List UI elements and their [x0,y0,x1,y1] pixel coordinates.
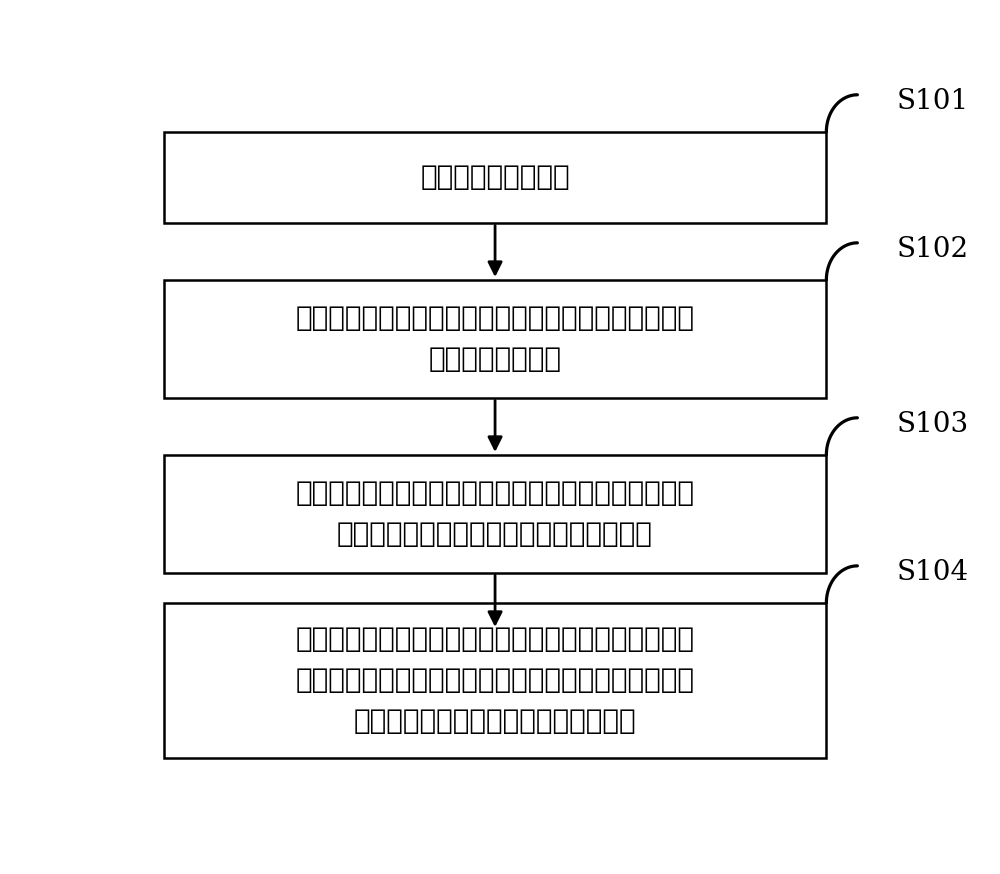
Text: S101: S101 [896,88,968,115]
Text: 利用预先配置好的模拟实验用流体，对白云岩晶体样品
进行溶蚀模拟实验: 利用预先配置好的模拟实验用流体，对白云岩晶体样品 进行溶蚀模拟实验 [296,304,695,373]
FancyBboxPatch shape [164,454,826,572]
FancyBboxPatch shape [164,132,826,223]
FancyBboxPatch shape [164,280,826,398]
Text: S104: S104 [896,559,968,586]
Text: S102: S102 [896,236,968,263]
FancyBboxPatch shape [164,603,826,758]
Text: 根据白云岩晶体样品在溶蚀模拟实验前的晶体特征图像
和多次溶蚀模拟实验后的多个晶体特征图像，确定白云
岩溶蚀孔隙形成过程中的演化特征信息: 根据白云岩晶体样品在溶蚀模拟实验前的晶体特征图像 和多次溶蚀模拟实验后的多个晶体… [296,625,695,736]
Text: 制备白云岩晶体样品: 制备白云岩晶体样品 [420,163,570,191]
Text: S103: S103 [896,411,968,438]
Text: 采集白云岩晶体样品在溶蚀模拟实验前的晶体特征图像
和多次溶蚀模拟实验后的多个晶体特征图像: 采集白云岩晶体样品在溶蚀模拟实验前的晶体特征图像 和多次溶蚀模拟实验后的多个晶体… [296,479,695,548]
